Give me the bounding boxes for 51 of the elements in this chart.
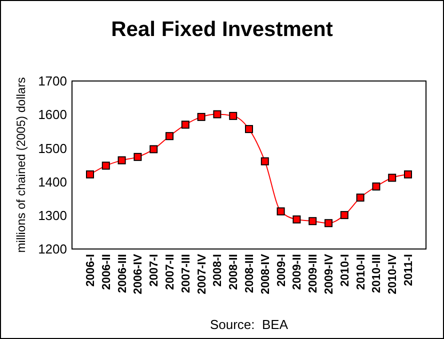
point bbox=[388, 174, 396, 182]
x-tick-label: 2008-II bbox=[228, 254, 240, 290]
x-tick-label: 2006-I bbox=[85, 254, 97, 287]
x-tick-label: 2006-III bbox=[116, 254, 129, 293]
x-tick-label: 2009-III bbox=[308, 254, 320, 293]
y-tick-label: 1600 bbox=[38, 107, 67, 122]
point bbox=[324, 219, 332, 228]
point bbox=[372, 182, 380, 191]
y-tick-label: 1700 bbox=[38, 74, 67, 89]
point bbox=[213, 110, 222, 118]
point bbox=[102, 162, 110, 170]
point bbox=[134, 152, 142, 161]
x-tick-label: 2010-IV bbox=[387, 254, 400, 294]
x-tick-label: 2010-II bbox=[355, 254, 368, 290]
x-tick-label: 2009-I bbox=[276, 254, 288, 287]
point bbox=[181, 120, 190, 129]
point bbox=[197, 112, 206, 121]
x-tick-label: 2011-I bbox=[403, 254, 415, 286]
x-tick-label: 2007-III bbox=[180, 254, 192, 293]
point bbox=[292, 215, 301, 224]
y-tick-label: 1300 bbox=[38, 208, 67, 223]
x-tick-label: 2008-IV bbox=[260, 254, 272, 294]
x-tick-label: 2006-II bbox=[100, 254, 113, 290]
x-tick-label: 2009-IV bbox=[324, 254, 336, 294]
point bbox=[166, 132, 174, 140]
y-tick-label: 1500 bbox=[38, 140, 67, 156]
point bbox=[260, 157, 269, 166]
y-axis-title: millions of chained (2005) dollars bbox=[14, 77, 28, 253]
x-tick-label: 2007-IV bbox=[196, 254, 208, 294]
x-tick-label: 2009-II bbox=[292, 254, 304, 290]
chart-title: Real Fixed Investment bbox=[111, 18, 333, 41]
point bbox=[340, 211, 348, 220]
x-tick-label: 2010-I bbox=[339, 254, 352, 287]
x-tick-label: 2008-III bbox=[244, 254, 256, 293]
x-tick-label: 2010-III bbox=[371, 254, 384, 293]
point bbox=[86, 170, 94, 178]
point bbox=[245, 125, 253, 134]
y-tick-label: 1400 bbox=[38, 174, 67, 190]
x-tick-label: 2007-II bbox=[164, 254, 176, 290]
point bbox=[356, 194, 364, 202]
y-tick-label: 1200 bbox=[38, 242, 67, 257]
x-tick-label: 2006-IV bbox=[132, 254, 145, 294]
point bbox=[308, 217, 317, 226]
source-note: Source: BEA bbox=[210, 317, 288, 332]
point bbox=[404, 170, 412, 178]
x-tick-label: 2008-I bbox=[212, 254, 224, 287]
point bbox=[229, 112, 238, 120]
point bbox=[276, 207, 285, 216]
point bbox=[118, 156, 126, 164]
x-tick-label: 2007-I bbox=[148, 254, 161, 287]
point bbox=[150, 145, 158, 154]
